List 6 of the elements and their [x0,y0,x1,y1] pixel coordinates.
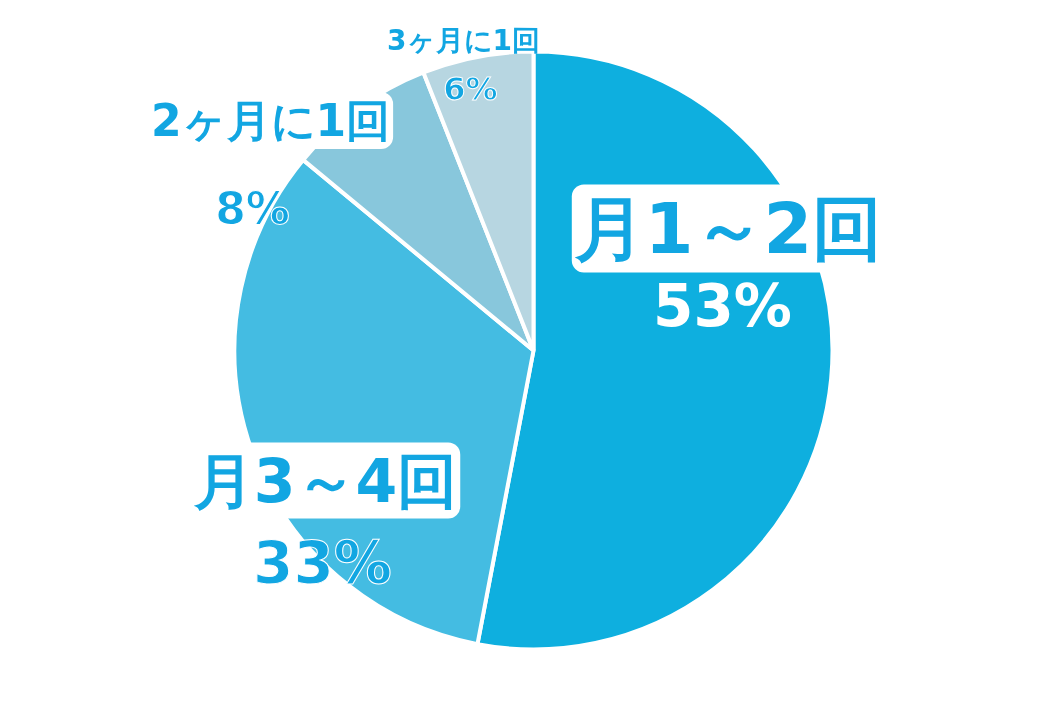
slice-label: 3ヶ月に1回 [387,24,540,57]
slice-label: 2ヶ月に1回 [150,95,391,146]
slice-label: 月1～2回 [573,187,883,270]
slice-label: 月3～4回 [192,445,458,516]
data-label: 6% [443,69,498,108]
data-label: 53% [653,271,792,340]
